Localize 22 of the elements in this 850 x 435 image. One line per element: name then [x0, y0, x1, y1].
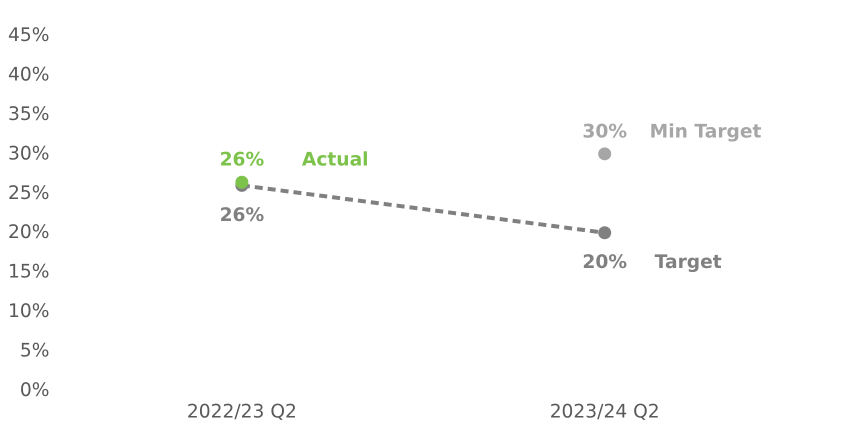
y-tick-label: 10% [8, 301, 50, 322]
point [235, 176, 248, 189]
text: Target [654, 252, 722, 274]
y-tick-label: 25% [8, 182, 50, 204]
point [598, 226, 612, 240]
y-tick-label: 20% [8, 222, 50, 244]
y-tick-label: 0% [20, 380, 50, 401]
y-tick-label: 5% [20, 340, 50, 362]
x-tick-label: 2022/23 Q2 [186, 402, 297, 422]
y-tick-label: 15% [8, 262, 50, 283]
data-label: 26% [220, 204, 265, 226]
y-tick-label: 30% [8, 143, 50, 164]
text: Actual [302, 150, 369, 171]
y-tick-label: 40% [8, 64, 50, 86]
text: Min Target [650, 121, 762, 142]
point [598, 147, 612, 160]
data-label: 30% [582, 121, 628, 142]
y-tick-label: 45% [8, 25, 50, 46]
data-label: 26% [220, 150, 265, 171]
y-tick-label: 35% [8, 104, 50, 125]
x-tick-label: 2023/24 Q2 [550, 402, 660, 422]
data-label: 20% [582, 252, 628, 274]
